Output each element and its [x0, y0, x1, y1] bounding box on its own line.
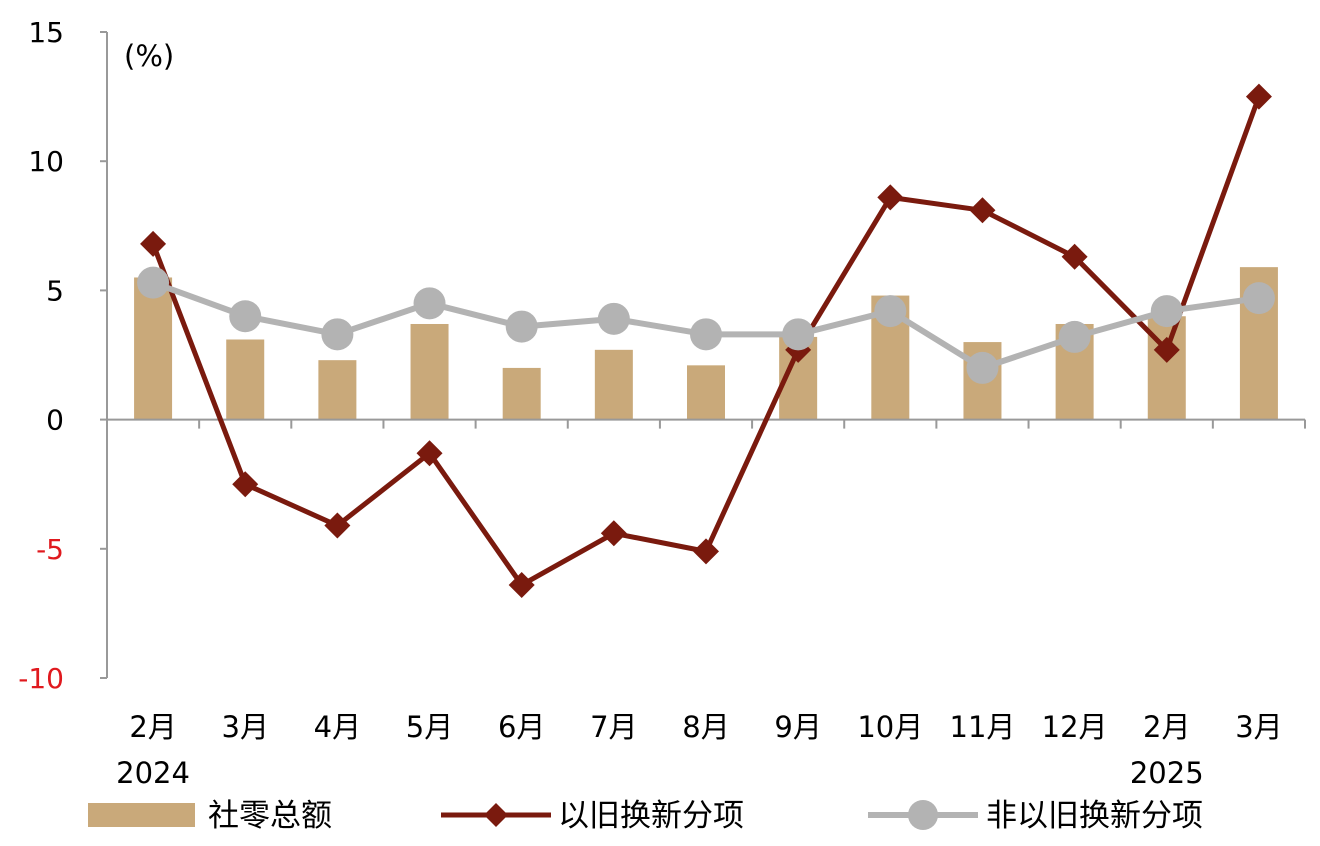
bars-layer: [134, 267, 1278, 420]
series-point: [140, 230, 167, 257]
axes-layer: [100, 31, 1306, 679]
series-point: [413, 287, 446, 320]
markers-layer: [137, 83, 1275, 598]
series-point: [1058, 320, 1091, 353]
x-tick-label: 9月: [774, 710, 821, 744]
legend-marker: [484, 803, 508, 827]
series-point: [1153, 336, 1180, 363]
series-point: [782, 318, 815, 351]
legend-swatch: [88, 803, 195, 827]
series-point: [690, 318, 722, 351]
y-tick-label: 0: [46, 404, 64, 437]
x-tick-label: 2月: [1143, 710, 1190, 744]
series-point: [1061, 243, 1088, 270]
series-point: [1150, 295, 1183, 328]
bar: [1147, 316, 1186, 420]
bar: [134, 277, 173, 420]
labels-layer: (%) 15 10 5 0 -5 -10 2月 3月 4月 5月 6月 7月 8月 9月 10月 11月 12月…: [18, 16, 1282, 790]
bar: [226, 339, 265, 420]
series-point: [137, 266, 170, 299]
y-tick-label: 10: [28, 145, 64, 178]
y-tick-label: -5: [36, 533, 64, 566]
x-tick-label: 12月: [1042, 710, 1108, 744]
series-point: [1242, 282, 1275, 315]
series-point: [597, 302, 630, 335]
series-point: [969, 197, 996, 224]
bar: [410, 323, 449, 420]
x-tick-label: 7月: [590, 710, 637, 744]
series-point: [874, 295, 907, 328]
legend-marker: [908, 800, 938, 830]
legend: 社零总额 以旧换新分项 非以旧换新分项: [88, 798, 1203, 834]
legend-label: 社零总额: [208, 798, 332, 834]
x-tick-label: 10月: [857, 710, 923, 744]
series-point: [232, 471, 259, 498]
bar: [502, 367, 541, 420]
y-tick-label: 5: [46, 274, 64, 307]
legend-label: 以旧换新分项: [558, 798, 744, 834]
series-point: [505, 310, 538, 343]
x-year-label: 2024: [116, 756, 190, 790]
bar: [594, 349, 633, 420]
x-tick-label: 11月: [950, 710, 1016, 744]
x-tick-label: 6月: [498, 710, 545, 744]
x-tick-label: 8月: [682, 710, 729, 744]
x-year-label: 2025: [1130, 756, 1204, 790]
series-point: [229, 300, 262, 333]
unit-label: (%): [124, 39, 174, 73]
y-tick-label: 15: [28, 16, 64, 49]
series-point: [600, 520, 627, 547]
x-tick-label: 4月: [314, 710, 361, 744]
x-tick-label: 3月: [222, 710, 269, 744]
series-point: [508, 571, 535, 598]
x-tick-label: 3月: [1235, 710, 1282, 744]
series-point: [693, 538, 719, 565]
x-tick-label: 2月: [129, 710, 176, 744]
series-point: [321, 318, 354, 351]
y-tick-label: -10: [18, 662, 64, 695]
series-point: [877, 184, 904, 211]
bar: [318, 360, 357, 420]
legend-label: 非以旧换新分项: [986, 798, 1203, 834]
series-point: [1245, 83, 1272, 110]
series-point: [416, 440, 443, 467]
bar: [687, 365, 725, 420]
series-point: [966, 351, 999, 384]
x-tick-label: 5月: [406, 710, 453, 744]
series-point: [324, 512, 351, 539]
